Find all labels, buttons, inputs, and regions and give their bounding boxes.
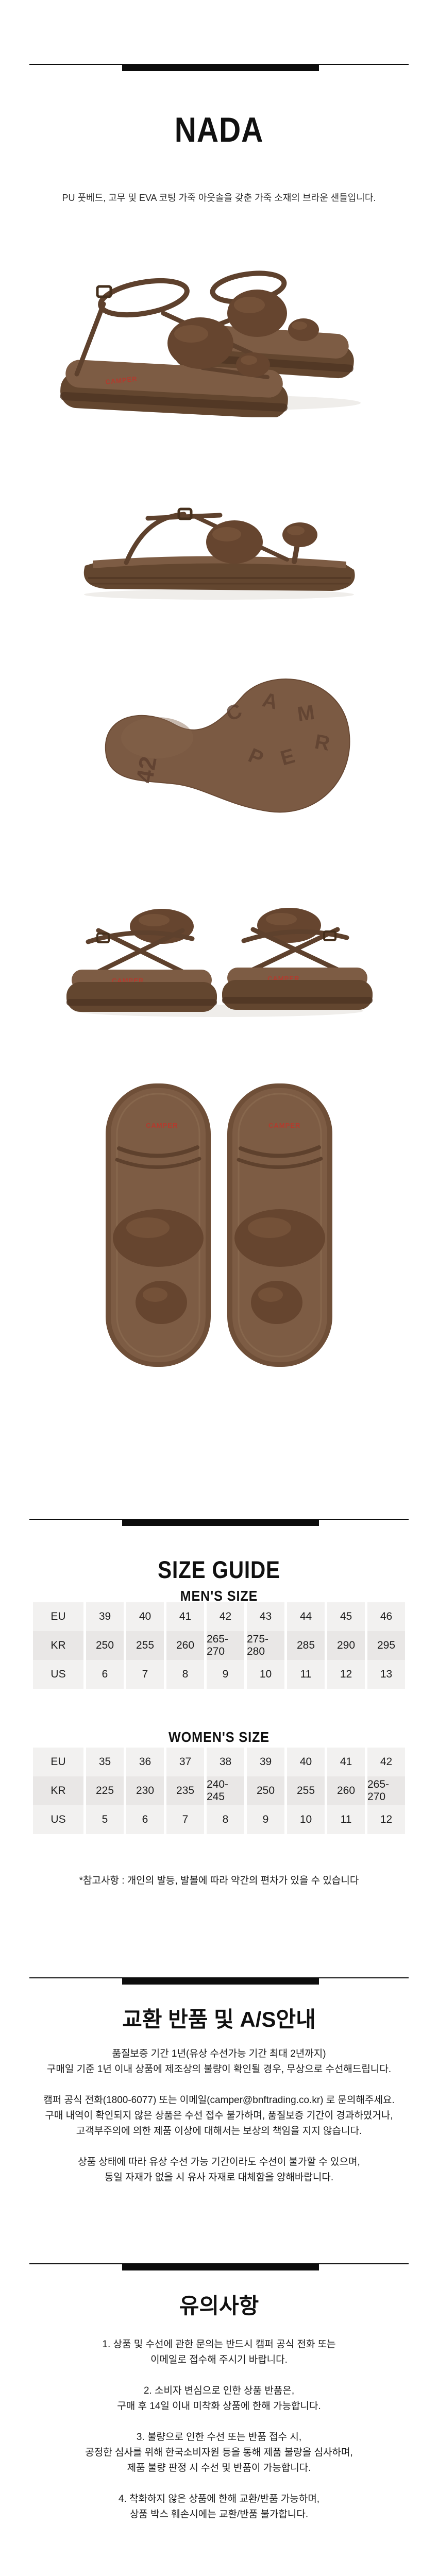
exchange-paragraph: 상품 상태에 따라 유상 수선 가능 기간이라도 수선이 불가할 수 있으며, … [78,2157,360,2183]
size-table-cell: 38 [207,1748,244,1776]
size-table-cell: 260 [327,1776,365,1805]
exchange-paragraph: 품질보증 기간 1년(유상 수선가능 기간 최대 2년까지) 구매일 기준 1년… [46,2048,392,2075]
size-table-row: KR 225 230 235 240-245 250 255 260 265-270 [33,1776,405,1805]
size-guide-title: SIZE GUIDE [158,1556,280,1583]
size-table-cell: 37 [166,1748,204,1776]
section-divider [29,1977,409,1986]
size-table-cell: 42 [367,1748,405,1776]
size-table-cell: 40 [287,1748,325,1776]
sole-embossed-letter: M [296,701,316,726]
product-image-back-view: CAMPER CAMPER [59,902,379,1023]
size-table-cell: 255 [126,1631,164,1660]
size-table-row-label: US [33,1660,83,1689]
size-table-row-label: KR [33,1776,83,1805]
exchange-paragraph: 캠퍼 공식 전화(1800-6077) 또는 이메일(camper@bnftra… [43,2095,395,2137]
size-table-row-label: KR [33,1631,83,1660]
size-table-row: US 5 6 7 8 9 10 11 12 [33,1805,405,1834]
size-table-cell: 10 [247,1660,284,1689]
size-table-cell: 255 [287,1776,325,1805]
size-table-cell: 235 [166,1776,204,1805]
size-table-cell: 35 [86,1748,124,1776]
size-table-cell: 250 [86,1631,124,1660]
product-image-side-view [64,505,374,605]
product-image-pair-angled: CAMPER [59,247,379,420]
size-guide-note: *참고사항 : 개인의 발등, 발볼에 따라 약간의 편차가 있을 수 있습니다 [79,1875,359,1886]
exchange-section-title: 교환 반품 및 A/S안내 [122,2007,316,2031]
size-table-row: EU 39 40 41 42 43 44 45 46 [33,1602,405,1631]
size-table-cell: 42 [207,1602,244,1631]
mens-size-title: MEN'S SIZE [180,1588,258,1604]
size-table-cell: 40 [126,1602,164,1631]
sole-size-label: 42 [131,754,162,785]
size-table-cell: 6 [86,1660,124,1689]
size-table-cell: 295 [367,1631,405,1660]
size-table-cell: 7 [166,1805,204,1834]
notice-item: 2. 소비자 변심으로 인한 상품 반품은, 구매 후 14일 이내 미착화 상… [117,2385,321,2412]
mens-size-table: EU 39 40 41 42 43 44 45 46 KR 250 255 260 265-270 275-… [33,1602,405,1689]
size-table-row: KR 250 255 260 265-270 275-280 285 290 295 [33,1631,405,1660]
womens-size-title: WOMEN'S SIZE [168,1729,270,1745]
size-table-cell: 9 [207,1660,244,1689]
size-table-cell: 8 [166,1660,204,1689]
notice-section-title: 유의사항 [179,2293,259,2318]
size-table-cell: 9 [247,1805,284,1834]
size-table-cell: 44 [287,1602,325,1631]
size-table-cell: 39 [247,1748,284,1776]
size-table-cell: 13 [367,1660,405,1689]
size-table-cell: 7 [126,1660,164,1689]
size-table-cell: 275-280 [247,1631,284,1660]
size-table-cell: 240-245 [207,1776,244,1805]
size-table-cell: 265-270 [207,1631,244,1660]
section-divider [29,64,409,72]
size-table-cell: 230 [126,1776,164,1805]
notice-items: 1. 상품 및 수선에 관한 문의는 반드시 캠퍼 공식 전화 또는 이메일로 … [0,2337,438,2538]
size-table-cell: 6 [126,1805,164,1834]
size-table-cell: 11 [287,1660,325,1689]
notice-item: 3. 불량으로 인한 수선 또는 반품 접수 시, 공정한 심사를 위해 한국소… [85,2432,353,2473]
size-table-row-label: EU [33,1748,83,1776]
size-table-cell: 46 [367,1602,405,1631]
womens-size-table: EU 35 36 37 38 39 40 41 42 KR 225 230 235 240-245 250 2… [33,1748,405,1834]
size-table-row-label: US [33,1805,83,1834]
size-table-cell: 43 [247,1602,284,1631]
product-title: NADA [174,110,264,149]
size-table-row: US 6 7 8 9 10 11 12 13 [33,1660,405,1689]
insole-brand-logo: CAMPER [146,1122,178,1129]
size-table-cell: 290 [327,1631,365,1660]
size-table-cell: 41 [327,1748,365,1776]
insole-brand-logo: CAMPER [268,1122,300,1129]
size-table-cell: 45 [327,1602,365,1631]
size-table-cell: 36 [126,1748,164,1776]
notice-item: 1. 상품 및 수선에 관한 문의는 반드시 캠퍼 공식 전화 또는 이메일로 … [102,2339,336,2365]
size-table-cell: 39 [86,1602,124,1631]
size-table-cell: 225 [86,1776,124,1805]
product-image-top-view: CAMPER CAMPER [90,1079,348,1378]
insole-brand-logo: CAMPER [105,375,138,386]
section-divider [29,1519,409,1527]
size-table-cell: 285 [287,1631,325,1660]
size-table-cell: 260 [166,1631,204,1660]
size-table-cell: 8 [207,1805,244,1834]
product-description: PU 풋베드, 고무 및 EVA 코팅 가죽 아웃솔을 갖춘 가죽 소재의 브라… [62,193,376,203]
size-table-cell: 5 [86,1805,124,1834]
size-table-cell: 12 [327,1660,365,1689]
size-table-cell: 41 [166,1602,204,1631]
size-table-cell: 250 [247,1776,284,1805]
size-table-cell: 10 [287,1805,325,1834]
size-table-cell: 265-270 [367,1776,405,1805]
section-divider [29,2263,409,2272]
size-table-cell: 12 [367,1805,405,1834]
notice-item: 4. 착화하지 않은 상품에 한해 교환/반품 가능하며, 상품 박스 훼손시에… [118,2494,320,2520]
size-table-row: EU 35 36 37 38 39 40 41 42 [33,1748,405,1776]
size-table-cell: 11 [327,1805,365,1834]
size-table-row-label: EU [33,1602,83,1631]
exchange-paragraphs: 품질보증 기간 1년(유상 수선가능 기간 최대 2년까지) 구매일 기준 1년… [0,2046,438,2201]
